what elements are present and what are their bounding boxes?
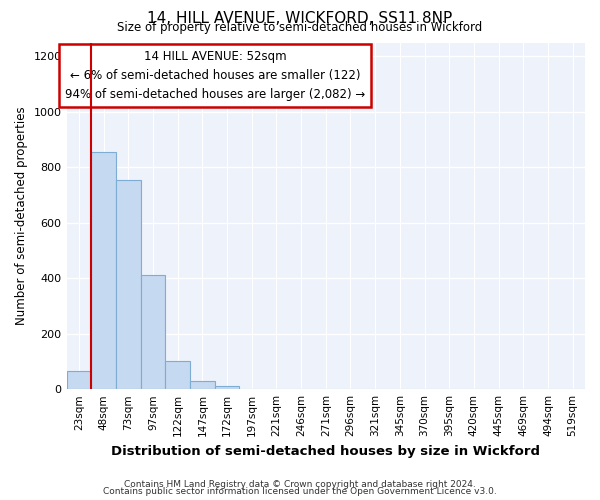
Bar <box>190 381 215 389</box>
Bar <box>67 371 91 389</box>
Text: Contains HM Land Registry data © Crown copyright and database right 2024.: Contains HM Land Registry data © Crown c… <box>124 480 476 489</box>
Bar <box>116 180 140 389</box>
Text: Size of property relative to semi-detached houses in Wickford: Size of property relative to semi-detach… <box>118 21 482 34</box>
Y-axis label: Number of semi-detached properties: Number of semi-detached properties <box>15 106 28 325</box>
Bar <box>239 388 264 389</box>
Bar <box>165 362 190 389</box>
X-axis label: Distribution of semi-detached houses by size in Wickford: Distribution of semi-detached houses by … <box>111 444 540 458</box>
Bar <box>140 276 165 389</box>
Text: 14 HILL AVENUE: 52sqm
← 6% of semi-detached houses are smaller (122)
94% of semi: 14 HILL AVENUE: 52sqm ← 6% of semi-detac… <box>65 50 365 102</box>
Text: 14, HILL AVENUE, WICKFORD, SS11 8NP: 14, HILL AVENUE, WICKFORD, SS11 8NP <box>148 11 452 26</box>
Bar <box>91 152 116 389</box>
Bar <box>215 386 239 389</box>
Text: Contains public sector information licensed under the Open Government Licence v3: Contains public sector information licen… <box>103 487 497 496</box>
